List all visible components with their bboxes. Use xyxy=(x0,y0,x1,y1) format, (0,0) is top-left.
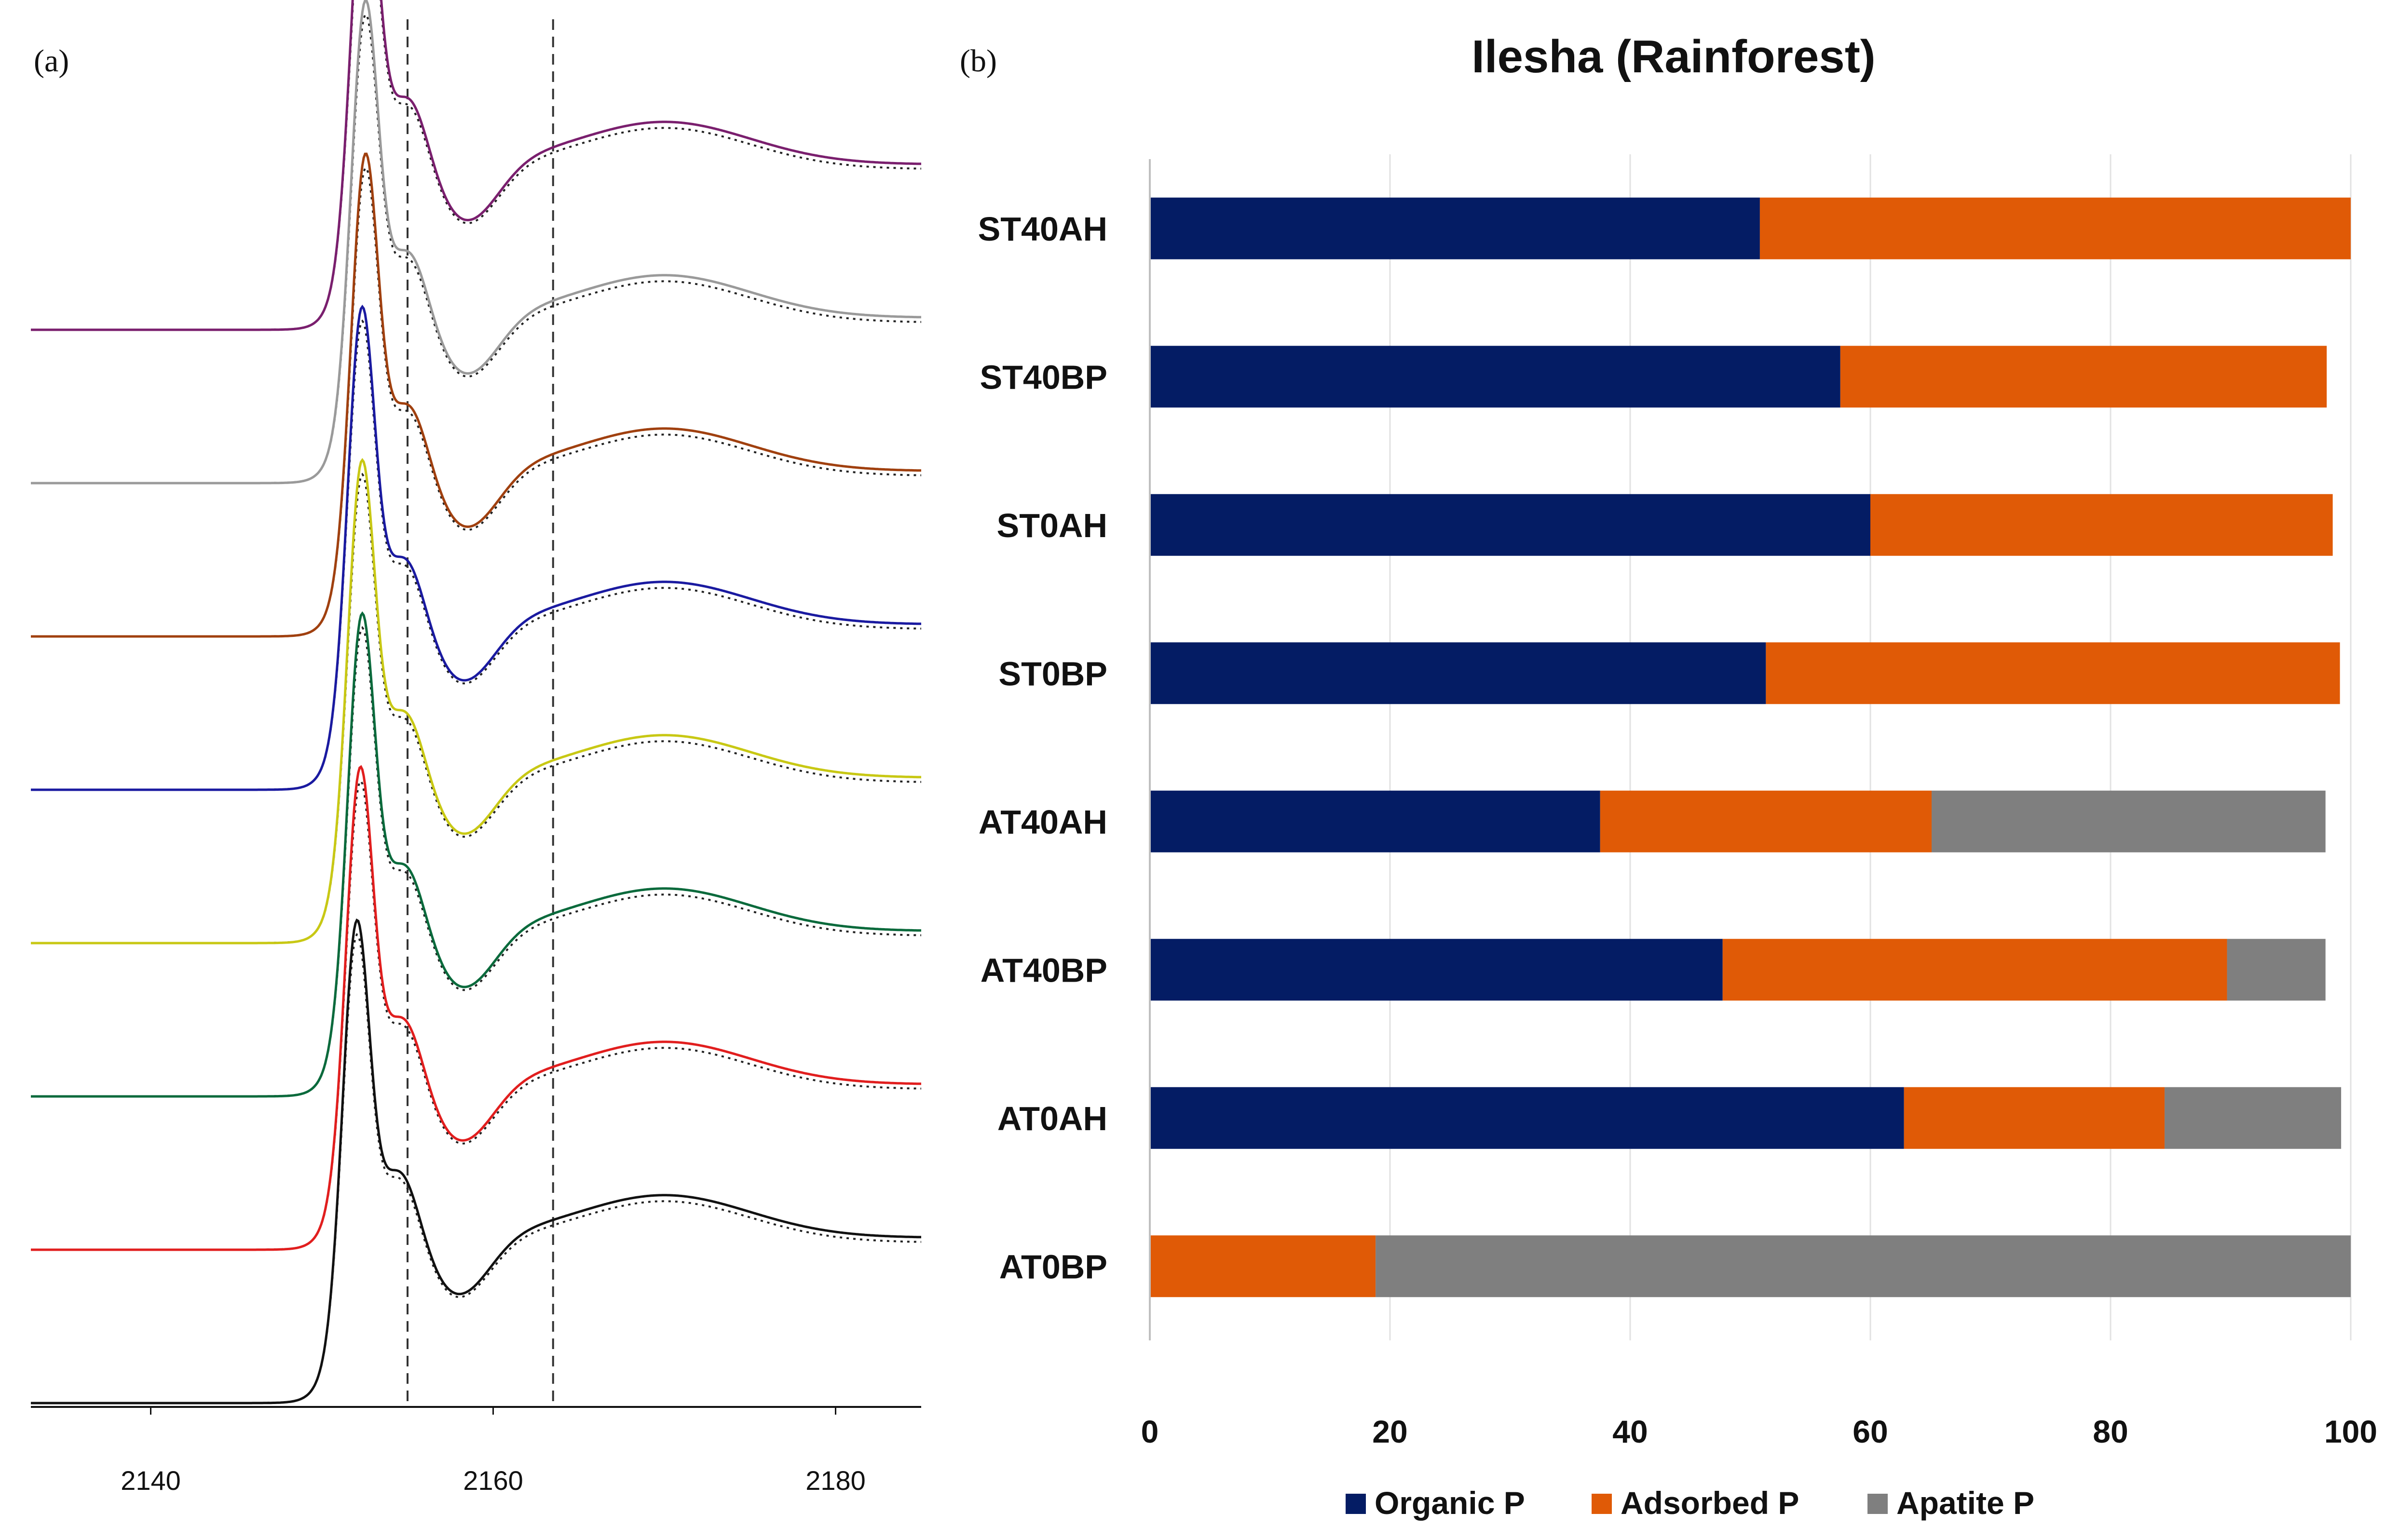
category-label: ST0BP xyxy=(998,655,1107,692)
spectrum-curve-5 xyxy=(31,458,921,945)
fit-curve-1 xyxy=(31,0,921,331)
bar-AT0BP-apatite-p xyxy=(1376,1235,2351,1297)
legend-swatch xyxy=(1867,1494,1888,1514)
spectrum-curve-8 xyxy=(31,918,921,1405)
panel-a-xanes-spectra: (a) 2140 2160 2180 xyxy=(31,0,921,1496)
panel-b-stacked-bar-chart: (b) Ilesha (Rainforest) ST40AH ST40BP ST0A… xyxy=(960,31,2377,1521)
fit-curve-3 xyxy=(31,167,921,637)
b-tick-label: 0 xyxy=(1141,1414,1159,1449)
panel-a-x-ticks: 2140 2160 2180 xyxy=(121,1407,866,1496)
category-labels: ST40AH ST40BP ST0AH ST0BP AT40AH AT40BP AT0AH A… xyxy=(978,210,1107,1286)
category-label: ST40BP xyxy=(980,358,1107,396)
bar-AT40AH-organic-p xyxy=(1150,790,1600,852)
bar-AT40BP-adsorbed-p xyxy=(1722,939,2227,1001)
b-tick-label: 80 xyxy=(2093,1414,2128,1449)
legend-label: Adsorbed P xyxy=(1621,1485,1799,1521)
category-label: AT0AH xyxy=(997,1100,1107,1137)
category-label: ST40AH xyxy=(978,210,1107,248)
spectrum-curve-7 xyxy=(31,765,921,1251)
fit-curve-4 xyxy=(31,319,921,791)
bar-AT0AH-apatite-p xyxy=(2165,1087,2342,1149)
bar-AT40AH-apatite-p xyxy=(1931,790,2326,852)
reference-lines xyxy=(407,19,554,1407)
spectrum-curve-6 xyxy=(31,611,921,1098)
panel-b-label: (b) xyxy=(960,43,997,79)
bar-AT0AH-adsorbed-p xyxy=(1904,1087,2165,1149)
legend-swatch xyxy=(1592,1494,1612,1514)
bar-ST0AH-organic-p xyxy=(1150,494,1870,556)
b-tick-label: 100 xyxy=(2324,1414,2377,1449)
spectra-curves xyxy=(31,0,921,1405)
fit-curve-2 xyxy=(31,14,921,484)
fit-curve-8 xyxy=(31,933,921,1404)
b-tick-label: 60 xyxy=(1853,1414,1888,1449)
legend-label: Organic P xyxy=(1375,1485,1525,1521)
spectrum-curve-3 xyxy=(31,152,921,638)
bar-AT0BP-adsorbed-p xyxy=(1150,1235,1376,1297)
legend: Organic P Adsorbed P Apatite P xyxy=(1346,1485,2034,1521)
panel-a-label: (a) xyxy=(34,43,69,79)
bar-ST40AH-adsorbed-p xyxy=(1759,197,2351,259)
bar-ST0BP-adsorbed-p xyxy=(1766,642,2340,704)
spectrum-curve-1 xyxy=(31,0,921,331)
category-label: AT40AH xyxy=(979,803,1107,841)
bar-ST40AH-organic-p xyxy=(1150,197,1760,259)
bar-ST40BP-organic-p xyxy=(1150,346,1840,408)
legend-label: Apatite P xyxy=(1896,1485,2034,1521)
b-tick-label: 20 xyxy=(1372,1414,1407,1449)
b-tick-label: 40 xyxy=(1612,1414,1648,1449)
bar-AT40AH-adsorbed-p xyxy=(1600,790,1932,852)
bar-AT40BP-apatite-p xyxy=(2227,939,2326,1001)
a-tick-label: 2180 xyxy=(805,1465,866,1496)
bar-AT40BP-organic-p xyxy=(1150,939,1723,1001)
bar-AT0AH-organic-p xyxy=(1150,1087,1904,1149)
bar-ST0AH-adsorbed-p xyxy=(1870,494,2333,556)
chart-title: Ilesha (Rainforest) xyxy=(1472,31,1876,82)
category-label: ST0AH xyxy=(997,507,1107,544)
bars xyxy=(1150,197,2351,1297)
bar-ST40BP-adsorbed-p xyxy=(1840,346,2327,408)
fit-curve-6 xyxy=(31,626,921,1097)
fit-curve-7 xyxy=(31,779,921,1251)
spectrum-curve-2 xyxy=(31,0,921,485)
spectrum-curve-4 xyxy=(31,304,921,791)
category-label: AT0BP xyxy=(999,1248,1107,1285)
a-tick-label: 2160 xyxy=(463,1465,523,1496)
bar-ST0BP-organic-p xyxy=(1150,642,1766,704)
fit-curve-5 xyxy=(31,473,921,944)
panel-b-x-ticks: 0 20 40 60 80 100 xyxy=(1141,1414,2377,1449)
legend-swatch xyxy=(1346,1494,1366,1514)
gridlines xyxy=(1389,154,2352,1340)
category-label: AT40BP xyxy=(981,951,1107,989)
a-tick-label: 2140 xyxy=(121,1465,181,1496)
